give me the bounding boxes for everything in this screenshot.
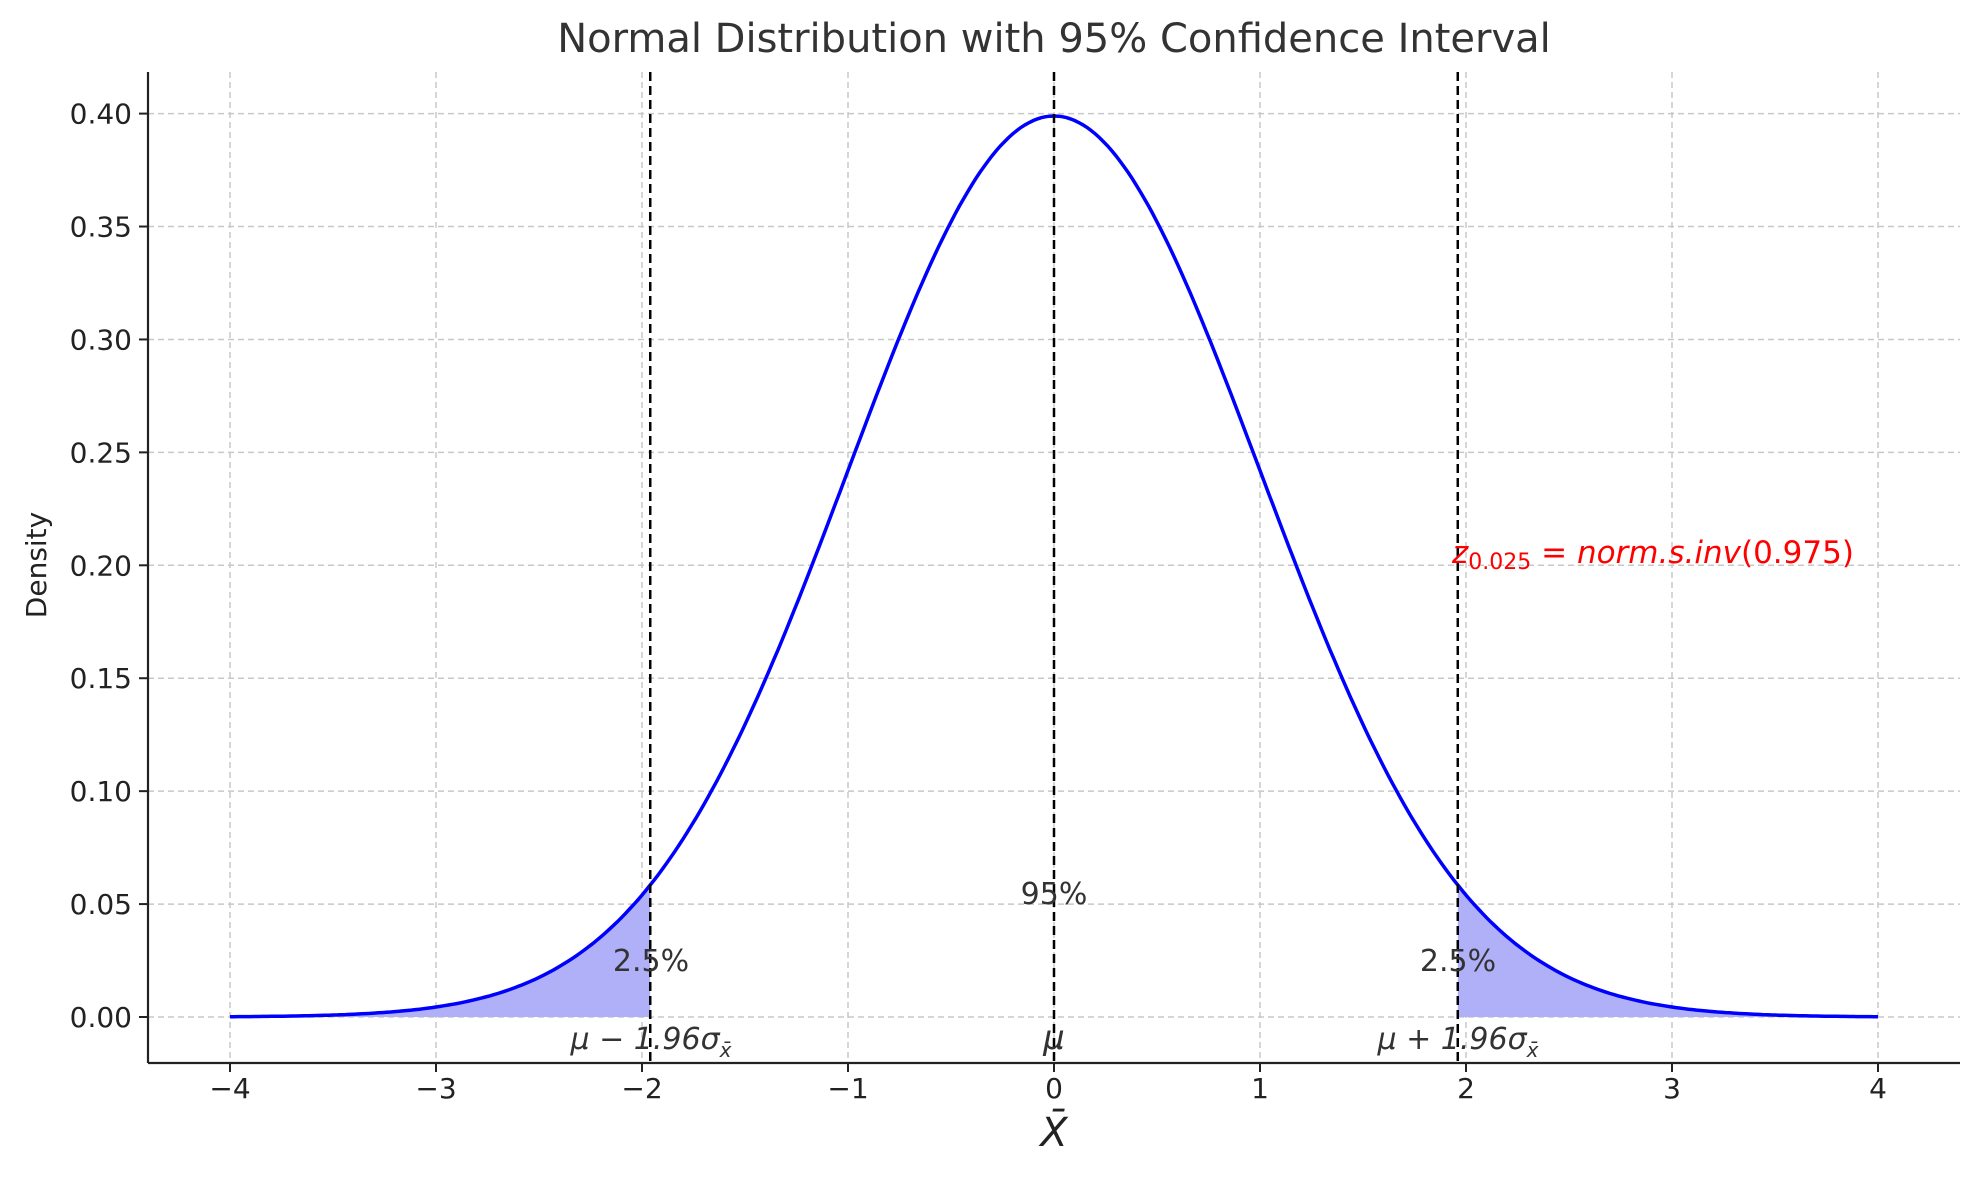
z-argument: (0.975) bbox=[1741, 535, 1854, 571]
x-tick-label: −3 bbox=[415, 1072, 456, 1105]
lower-bound-main: μ − 1.96σ bbox=[570, 1022, 721, 1057]
x-tick-label: −4 bbox=[209, 1072, 250, 1105]
mean-label: μ bbox=[1042, 1018, 1065, 1058]
shaded-left-tail bbox=[230, 885, 651, 1017]
z-formula-label: z0.025 = norm.s.inv(0.975) bbox=[1451, 535, 1854, 575]
upper-bound-label: μ + 1.96σx̄ bbox=[1377, 1022, 1539, 1062]
x-tick-label: −2 bbox=[621, 1072, 662, 1105]
x-ticks: −4 −3 −2 −1 0 1 2 3 4 bbox=[209, 1063, 1887, 1105]
z-symbol: z bbox=[1451, 535, 1469, 571]
right-tail-label: 2.5% bbox=[1420, 944, 1496, 979]
y-tick-label: 0.40 bbox=[70, 98, 132, 131]
y-tick-label: 0.25 bbox=[70, 436, 132, 469]
z-subscript: 0.025 bbox=[1468, 550, 1531, 575]
vertical-lines bbox=[648, 72, 1460, 1063]
chart-title: Normal Distribution with 95% Confidence … bbox=[557, 16, 1551, 62]
y-tick-label: 0.10 bbox=[70, 775, 132, 808]
x-tick-label: 0 bbox=[1045, 1072, 1063, 1105]
y-tick-label: 0.05 bbox=[70, 888, 132, 921]
center-label: 95% bbox=[1021, 877, 1088, 912]
x-tick-label: 4 bbox=[1869, 1072, 1887, 1105]
y-tick-label: 0.35 bbox=[70, 211, 132, 244]
y-tick-label: 0.00 bbox=[70, 1001, 132, 1034]
z-function: = norm.s.inv bbox=[1531, 535, 1741, 571]
y-axis-label: Density bbox=[20, 512, 53, 618]
lower-bound-label: μ − 1.96σx̄ bbox=[570, 1022, 732, 1062]
x-tick-label: 2 bbox=[1457, 1072, 1475, 1105]
y-tick-label: 0.20 bbox=[70, 549, 132, 582]
y-tick-label: 0.15 bbox=[70, 662, 132, 695]
x-axis-label: X̄ bbox=[1038, 1108, 1069, 1156]
y-ticks: 0.00 0.05 0.10 0.15 0.20 0.25 0.30 0.35 0.40 bbox=[70, 98, 148, 1034]
x-tick-label: 3 bbox=[1663, 1072, 1681, 1105]
left-tail-label: 2.5% bbox=[613, 944, 689, 979]
y-tick-label: 0.30 bbox=[70, 323, 132, 356]
shaded-right-tail bbox=[1457, 885, 1878, 1017]
lower-bound-sub: x̄ bbox=[719, 1038, 732, 1062]
upper-bound-main: μ + 1.96σ bbox=[1377, 1022, 1528, 1057]
x-tick-label: −1 bbox=[827, 1072, 868, 1105]
x-tick-label: 1 bbox=[1251, 1072, 1269, 1105]
upper-bound-sub: x̄ bbox=[1526, 1038, 1539, 1062]
